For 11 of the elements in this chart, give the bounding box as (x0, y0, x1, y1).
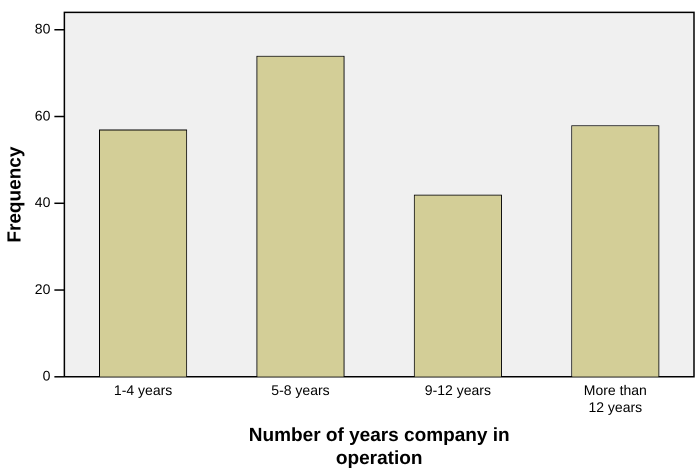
x-tick-label: 5-8 years (271, 382, 330, 398)
y-tick-label: 20 (34, 280, 51, 297)
y-axis-title: Frequency (4, 146, 26, 243)
y-tick-label: 60 (34, 107, 51, 124)
x-tick-label: 1-4 years (114, 382, 172, 398)
x-tick-label: 9-12 years (424, 382, 491, 398)
y-tick-label: 80 (34, 20, 51, 37)
y-tick-label: 0 (42, 368, 51, 384)
y-tick-label: 40 (34, 194, 51, 210)
x-axis-title: Number of years company in operation (248, 425, 510, 469)
x-tick-label: More than 12 years (584, 382, 647, 415)
